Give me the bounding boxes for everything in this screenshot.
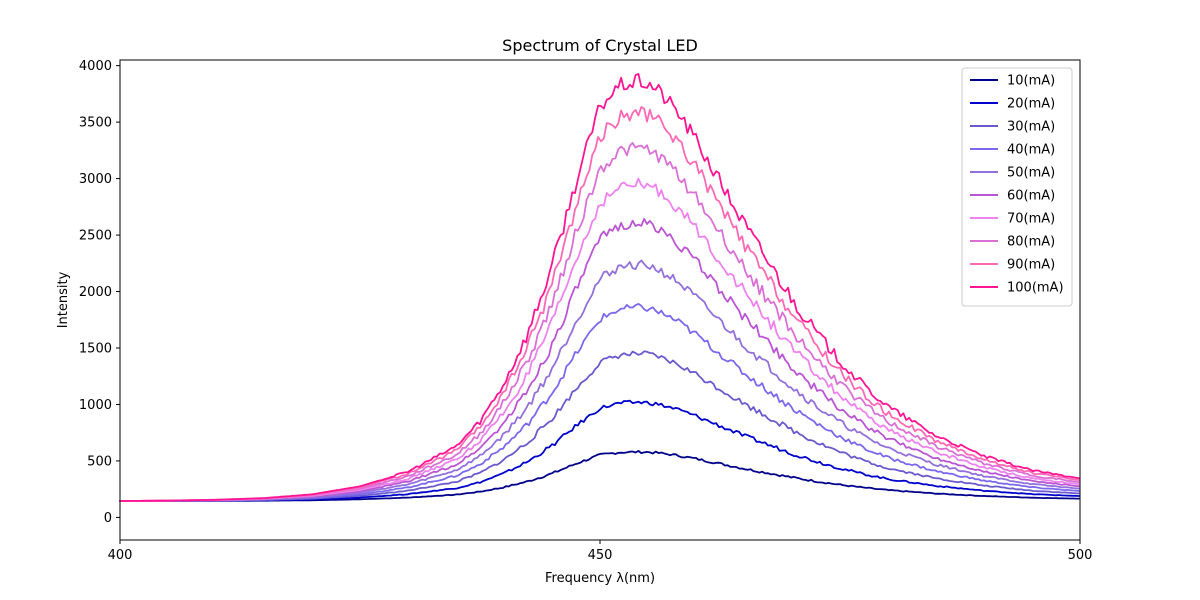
legend-box bbox=[961, 67, 1073, 307]
legend-label-5: 60(mA) bbox=[1007, 189, 1055, 204]
legend-label-7: 80(mA) bbox=[1007, 235, 1055, 250]
y-axis: 0 500 1000 1500 2000 2500 3000 3500 4000 bbox=[79, 59, 120, 526]
x-axis-label: Frequency λ(nm) bbox=[545, 571, 655, 586]
series-layer bbox=[119, 73, 1080, 502]
series-line-5 bbox=[119, 218, 1080, 502]
series-line-9 bbox=[119, 73, 1080, 502]
legend: 10(mA) 20(mA) 30(mA) 40(mA) 50(mA) 60(mA) 70(m… bbox=[961, 67, 1073, 307]
legend-label-3: 40(mA) bbox=[1007, 143, 1055, 158]
y-tick-label-7: 3500 bbox=[79, 116, 112, 131]
series-line-8 bbox=[119, 106, 1080, 502]
y-tick-label-1: 500 bbox=[87, 454, 112, 469]
y-tick-label-5: 2500 bbox=[79, 229, 112, 244]
x-tick-label-1: 450 bbox=[588, 548, 613, 563]
x-tick-label-2: 500 bbox=[1068, 548, 1093, 563]
series-line-2 bbox=[119, 350, 1080, 502]
y-tick-label-6: 3000 bbox=[79, 172, 112, 187]
legend-label-4: 50(mA) bbox=[1007, 166, 1055, 181]
legend-label-1: 20(mA) bbox=[1007, 97, 1055, 112]
x-tick-label-0: 400 bbox=[108, 548, 133, 563]
plot-frame bbox=[119, 59, 1081, 541]
y-tick-label-0: 0 bbox=[104, 511, 112, 526]
series-line-4 bbox=[119, 259, 1080, 502]
series-line-6 bbox=[119, 177, 1080, 502]
series-line-3 bbox=[119, 303, 1080, 502]
y-tick-label-4: 2000 bbox=[79, 285, 112, 300]
y-tick-label-2: 1000 bbox=[79, 398, 112, 413]
y-tick-label-8: 4000 bbox=[79, 59, 112, 74]
x-axis: 400 450 500 bbox=[108, 540, 1093, 563]
legend-label-6: 70(mA) bbox=[1007, 212, 1055, 227]
y-tick-label-3: 1500 bbox=[79, 342, 112, 357]
chart-title: Spectrum of Crystal LED bbox=[502, 36, 698, 55]
legend-label-0: 10(mA) bbox=[1007, 74, 1055, 89]
legend-label-2: 30(mA) bbox=[1007, 120, 1055, 135]
y-axis-label: Intensity bbox=[56, 271, 71, 328]
legend-label-8: 90(mA) bbox=[1007, 258, 1055, 273]
legend-label-9: 100(mA) bbox=[1007, 281, 1064, 296]
